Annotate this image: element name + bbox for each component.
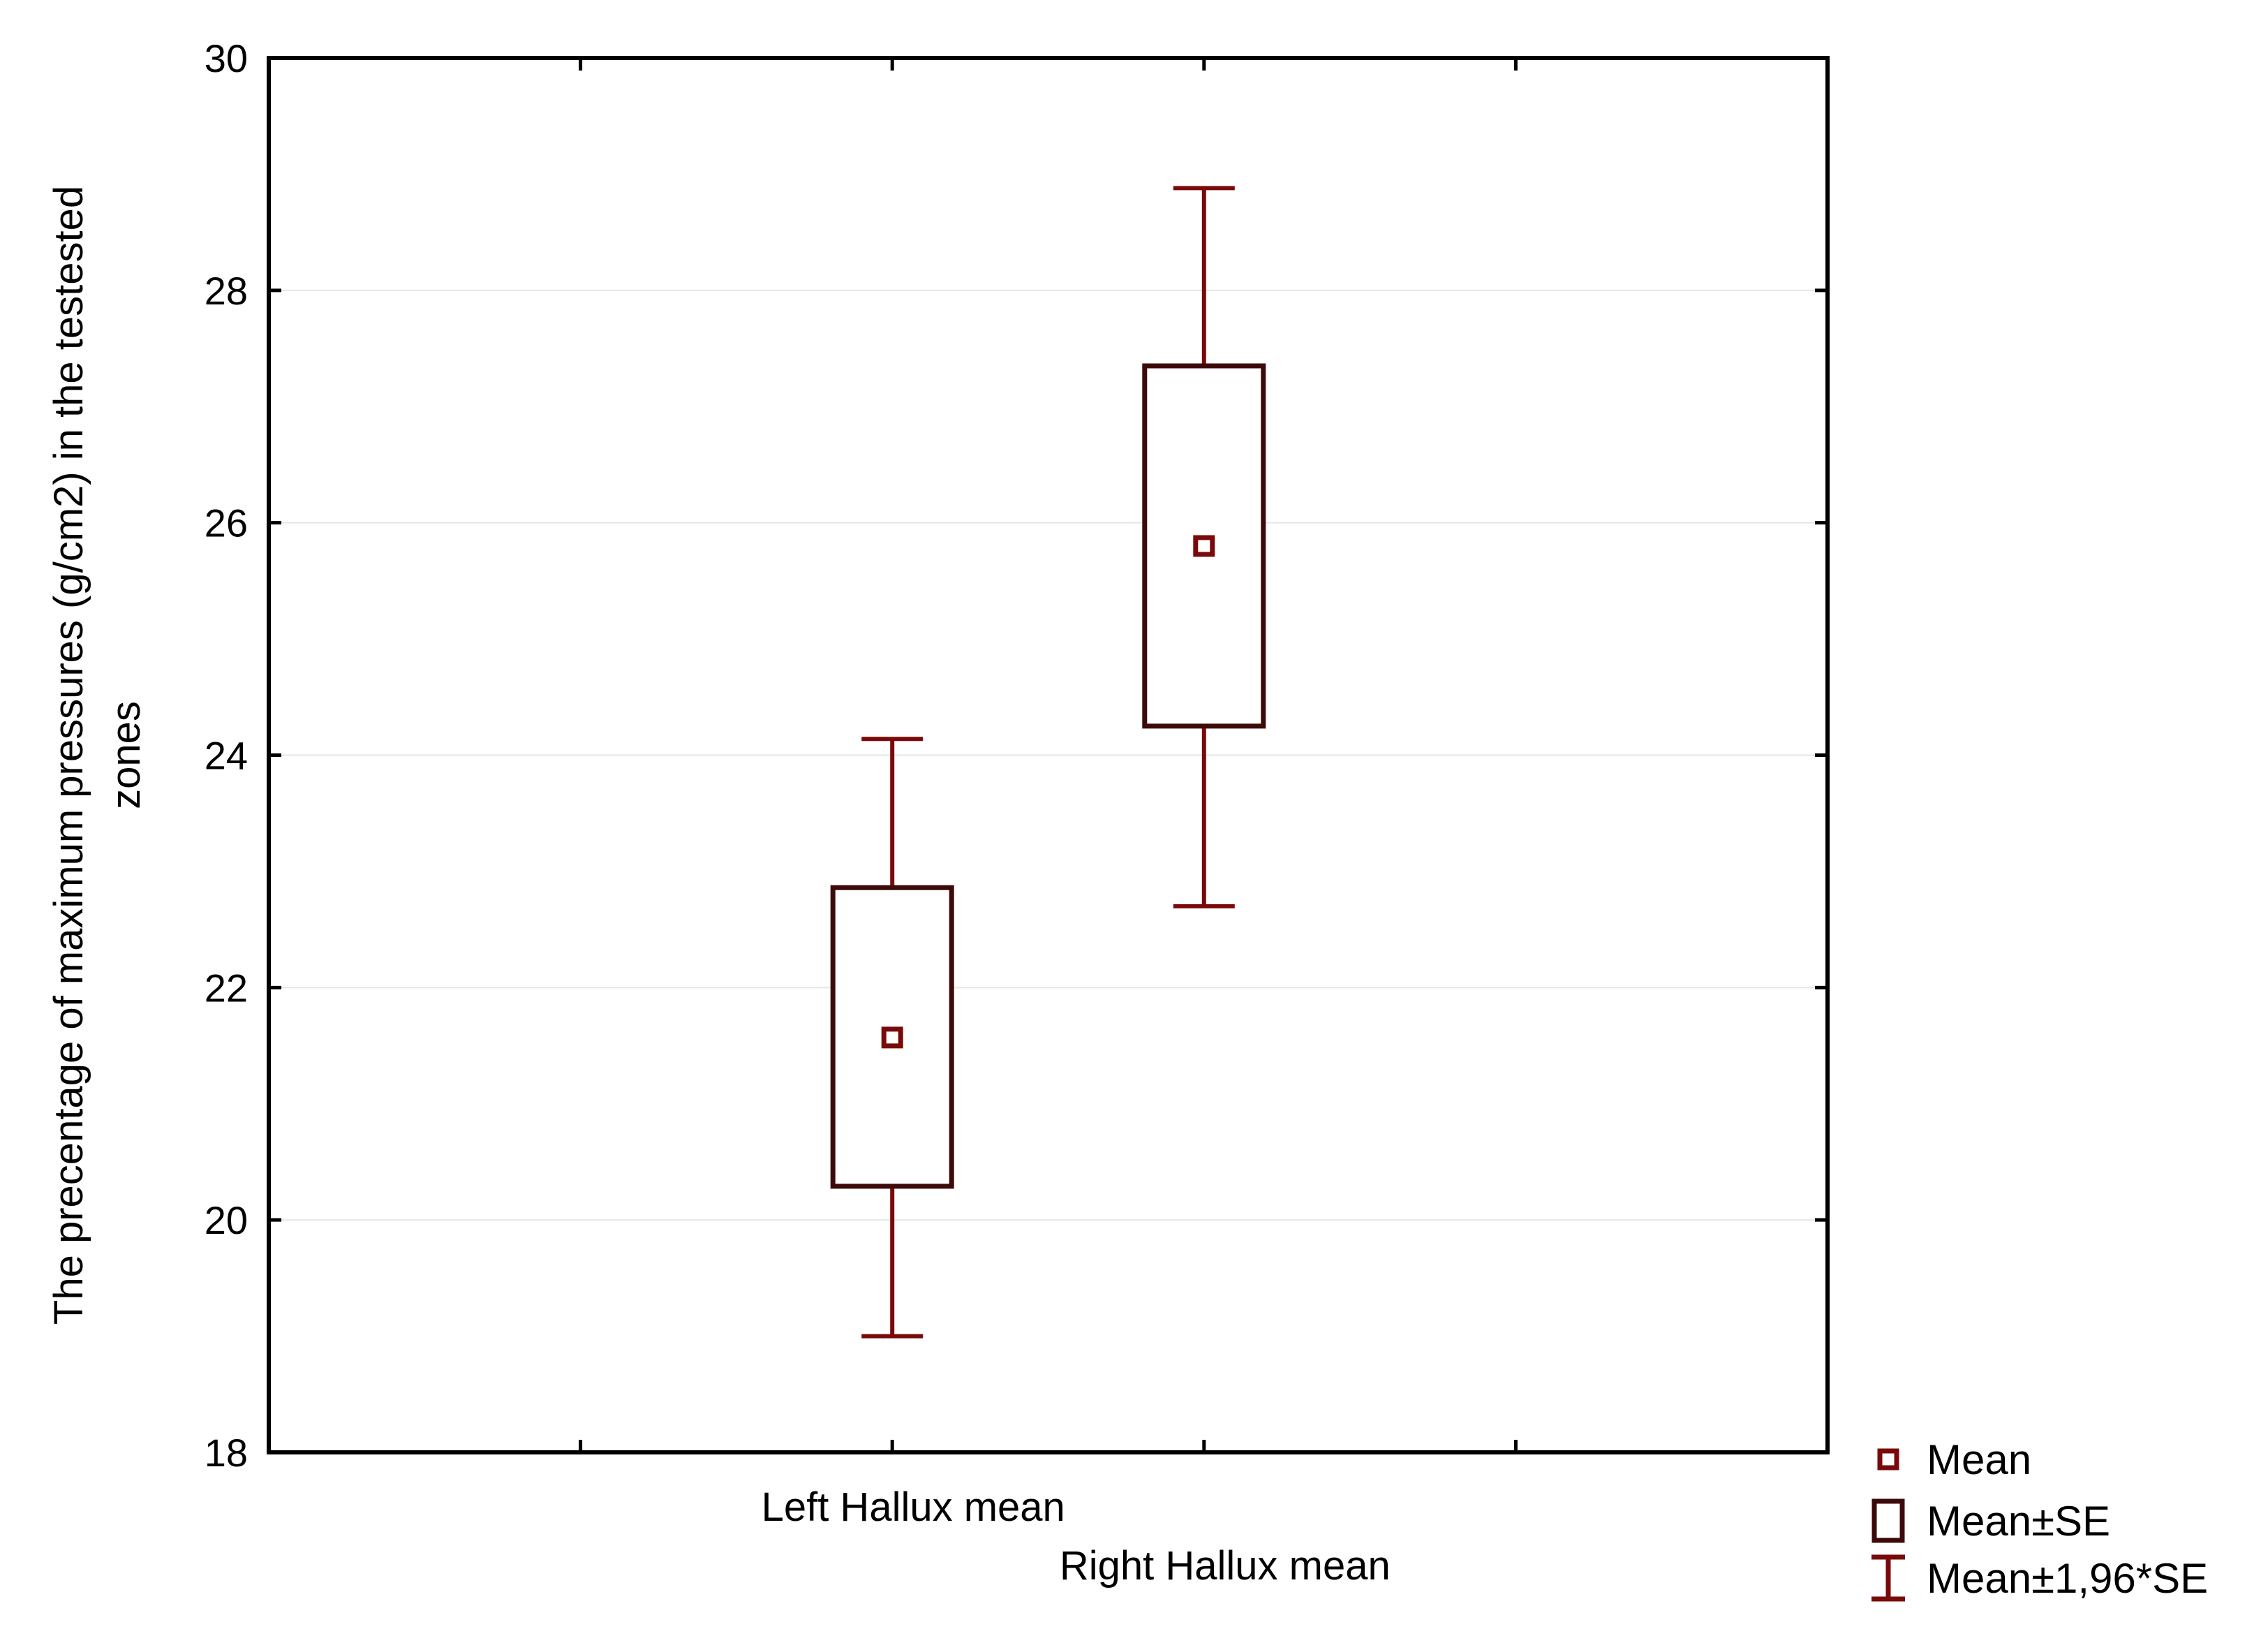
y-axis-title: The precentage of maximum pressures (g/c… — [46, 186, 149, 1325]
legend-item: Mean±SE — [1872, 1498, 2110, 1545]
y-tick-label: 30 — [205, 36, 248, 80]
y-tick-label: 24 — [205, 734, 248, 778]
legend-label: Mean±SE — [1927, 1498, 2110, 1545]
y-tick-label: 18 — [205, 1431, 248, 1475]
legend-item: Mean±1,96*SE — [1872, 1554, 2208, 1602]
category-labels: Left Hallux mean Right Hallux mean — [762, 1484, 1391, 1589]
mean-marker — [881, 1026, 903, 1049]
y-tick-label: 26 — [205, 501, 248, 545]
axis-ticks — [269, 56, 1828, 1454]
legend-label: Mean±1,96*SE — [1927, 1555, 2208, 1602]
y-axis-title-line-1: The precentage of maximum pressures (g/c… — [46, 186, 91, 1325]
se-box — [830, 885, 954, 1189]
category-label: Right Hallux mean — [1060, 1543, 1391, 1589]
legend-item: Mean — [1877, 1436, 2031, 1483]
legend-mean-symbol — [1877, 1448, 1899, 1471]
plot-marks — [830, 186, 1266, 1339]
grid-lines — [269, 289, 1828, 1221]
category-label: Left Hallux mean — [762, 1484, 1065, 1530]
mean-marker — [1193, 535, 1215, 557]
legend: Mean Mean±SE Mean±1,96*SE — [1872, 1436, 2208, 1602]
y-axis-title-line-2: zones — [103, 701, 149, 809]
legend-box-symbol — [1872, 1498, 1905, 1543]
y-tick-label: 28 — [205, 269, 248, 313]
box-group — [1142, 186, 1266, 908]
box-group — [830, 737, 954, 1339]
y-tick-labels: 18 20 22 24 26 28 30 — [205, 36, 248, 1475]
legend-label: Mean — [1927, 1436, 2031, 1483]
y-tick-label: 20 — [205, 1198, 248, 1242]
y-tick-label: 22 — [205, 966, 248, 1010]
